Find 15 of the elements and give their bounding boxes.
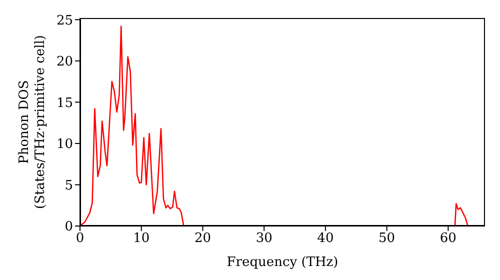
y-tick-label: 10 (56, 137, 73, 152)
y-tick-label: 0 (64, 220, 73, 235)
y-tick-label: 25 (56, 13, 73, 28)
x-tick-label: 30 (256, 231, 272, 246)
x-tick-label: 50 (378, 231, 396, 246)
y-tick-label: 5 (64, 178, 73, 194)
x-tick-label: 60 (440, 231, 456, 246)
x-tick-label: 0 (76, 231, 84, 246)
y-tick-label: 20 (56, 54, 73, 70)
x-tick-label: 10 (133, 231, 150, 246)
y-tick-label: 15 (56, 96, 73, 111)
y-axis-title: Phonon DOS (States/THz·primitive cell) (17, 34, 48, 210)
x-tick-label: 40 (317, 231, 334, 246)
x-axis-title: Frequency (THz) (226, 255, 338, 270)
x-tick-label: 20 (194, 231, 211, 246)
